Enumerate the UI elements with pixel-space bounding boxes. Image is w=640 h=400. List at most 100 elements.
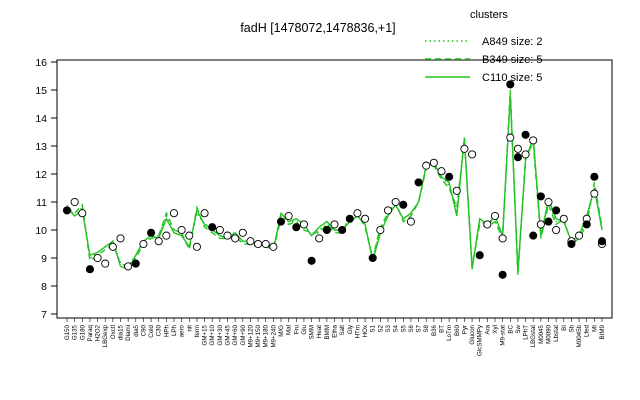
x-tick-label: ferm bbox=[194, 325, 201, 337]
x-tick-label: Diami bbox=[125, 325, 132, 341]
x-tick-label: GlcSMMPy bbox=[477, 324, 484, 356]
x-tick-label: BT bbox=[439, 325, 446, 333]
x-tick-label: G180 bbox=[79, 324, 86, 340]
x-tick-label: LoTm bbox=[446, 325, 453, 341]
data-point-open bbox=[330, 220, 339, 229]
data-point-open bbox=[223, 231, 232, 240]
x-tick-label: S5 bbox=[400, 324, 407, 332]
data-point-open bbox=[246, 237, 255, 246]
data-point-open bbox=[406, 217, 415, 226]
data-point-open bbox=[70, 197, 79, 207]
x-tick-label: M0090 bbox=[546, 324, 553, 343]
y-tick-label: 7 bbox=[41, 309, 47, 321]
data-point-open bbox=[101, 259, 110, 268]
x-tick-label: Etha bbox=[332, 324, 339, 337]
data-point-open bbox=[575, 231, 584, 240]
x-tick-label: B60 bbox=[454, 324, 461, 336]
data-point-open bbox=[552, 225, 561, 235]
x-tick-label: GM+30 bbox=[217, 324, 224, 345]
data-point-open bbox=[192, 242, 201, 251]
data-point-filled bbox=[521, 130, 530, 139]
x-tick-label: LBGexp bbox=[102, 324, 109, 347]
x-tick-label: Sw bbox=[515, 324, 522, 333]
x-tick-label: GM+60 bbox=[232, 324, 239, 345]
x-tick-label: HTm bbox=[354, 325, 361, 338]
x-tick-label: S6 bbox=[408, 324, 415, 332]
x-tick-label: M9-stat bbox=[500, 325, 507, 346]
x-tick-label: M0045 bbox=[538, 324, 545, 343]
data-point-open bbox=[93, 253, 102, 263]
data-point-open bbox=[139, 239, 148, 249]
x-tick-label: Oxctl bbox=[110, 325, 117, 339]
data-point-open bbox=[215, 225, 224, 235]
series-line-solid bbox=[66, 95, 603, 273]
data-point-open bbox=[452, 186, 461, 195]
x-tick-label: SMM bbox=[309, 325, 316, 339]
data-point-filled bbox=[529, 231, 538, 240]
data-point-open bbox=[429, 158, 438, 167]
x-tick-label: Fru bbox=[293, 324, 300, 334]
series-layer bbox=[66, 89, 603, 275]
x-tick-label: Lbstat bbox=[553, 325, 560, 342]
data-point-filled bbox=[544, 217, 553, 226]
data-point-filled bbox=[131, 259, 140, 268]
data-point-open bbox=[468, 150, 477, 159]
x-tick-label: aero bbox=[179, 324, 186, 337]
data-point-open bbox=[483, 220, 492, 229]
data-point-open bbox=[200, 209, 209, 218]
y-tick-label: 8 bbox=[41, 281, 47, 293]
x-tick-label: Mal bbox=[286, 325, 293, 335]
x-tick-label: C30 bbox=[156, 324, 163, 336]
series-line-dashed bbox=[66, 89, 603, 275]
x-axis: G150 G135 G180 Paraq H2O2 LBGexp Oxctl dia15 Dia… bbox=[64, 318, 606, 356]
data-point-open bbox=[284, 211, 293, 221]
data-point-open bbox=[490, 211, 500, 221]
x-tick-label: Xyl bbox=[492, 325, 499, 334]
y-axis: 7 8 9 10 11 12 13 14 15 16 bbox=[35, 57, 57, 321]
y-tick-label: 12 bbox=[35, 169, 47, 181]
legend: clusters A849 size: 2 B349 size: 5 C110 … bbox=[425, 9, 543, 84]
data-point-open bbox=[536, 220, 545, 229]
x-tick-label: S2 bbox=[377, 324, 384, 332]
x-tick-label: HPh bbox=[163, 324, 170, 337]
x-tick-label: S1 bbox=[370, 324, 377, 332]
x-tick-label: HOx bbox=[362, 324, 369, 337]
data-point-filled bbox=[399, 200, 408, 209]
data-point-open bbox=[177, 225, 186, 235]
x-tick-label: S7 bbox=[416, 324, 423, 332]
x-tick-label: M9+180 bbox=[263, 324, 270, 347]
x-tick-label: GM+45 bbox=[225, 324, 232, 345]
data-point-open bbox=[559, 214, 568, 223]
x-tick-label: LPhT bbox=[523, 325, 530, 340]
data-point-filled bbox=[506, 80, 515, 89]
y-tick-label: 13 bbox=[35, 141, 47, 153]
data-point-filled bbox=[85, 265, 94, 274]
data-point-filled bbox=[292, 223, 301, 232]
data-point-filled bbox=[536, 192, 545, 201]
data-point-open bbox=[529, 136, 538, 145]
data-point-open bbox=[231, 234, 240, 243]
data-point-filled bbox=[147, 228, 156, 237]
data-point-open bbox=[169, 209, 179, 218]
data-point-filled bbox=[368, 253, 377, 263]
x-tick-label: Glucon bbox=[469, 324, 476, 344]
x-tick-label: M9+120 bbox=[247, 324, 254, 347]
x-tick-label: M9+150 bbox=[255, 324, 262, 347]
data-point-open bbox=[299, 220, 308, 229]
data-point-open bbox=[383, 206, 393, 215]
data-point-open bbox=[269, 242, 278, 251]
data-point-open bbox=[460, 144, 469, 153]
data-point-open bbox=[162, 231, 171, 240]
x-tick-label: G135 bbox=[72, 324, 79, 340]
y-tick-label: 11 bbox=[36, 197, 47, 209]
data-point-filled bbox=[322, 225, 331, 235]
x-tick-label: Pyr bbox=[461, 325, 468, 334]
x-tick-label: Salt bbox=[339, 325, 346, 336]
data-point-filled bbox=[338, 225, 347, 235]
data-point-filled bbox=[345, 214, 354, 223]
x-tick-label: M/G bbox=[278, 325, 285, 337]
data-point-filled bbox=[307, 256, 316, 265]
data-point-open bbox=[498, 234, 507, 243]
data-point-filled bbox=[498, 270, 507, 279]
data-point-open bbox=[353, 209, 362, 218]
